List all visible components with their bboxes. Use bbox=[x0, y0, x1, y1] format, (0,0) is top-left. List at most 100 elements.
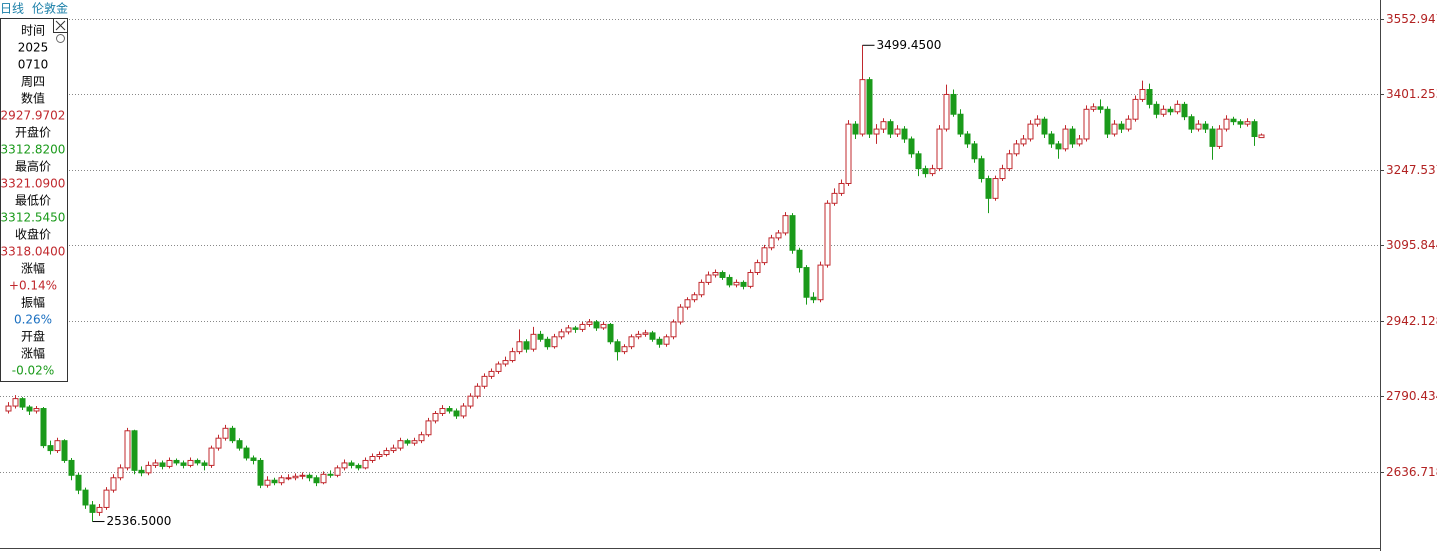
y-tick-label: 2790.434 bbox=[1386, 389, 1437, 403]
candle-body bbox=[152, 462, 159, 466]
candle-body bbox=[299, 474, 306, 477]
candle-body bbox=[649, 332, 656, 340]
candle-body bbox=[453, 410, 460, 417]
y-tick-label: 3401.253 bbox=[1386, 87, 1437, 101]
candle-body bbox=[880, 121, 887, 130]
candle-body bbox=[110, 477, 117, 491]
info-text: 2025 bbox=[18, 41, 49, 55]
info-text: 涨幅 bbox=[21, 346, 45, 361]
candle-body bbox=[985, 178, 992, 199]
y-tick-label: 3095.844 bbox=[1386, 238, 1437, 252]
candle-body bbox=[47, 445, 54, 452]
candle-body bbox=[544, 338, 551, 348]
candle-body bbox=[1216, 128, 1223, 147]
candle-body bbox=[537, 333, 544, 340]
candle-body bbox=[208, 447, 215, 466]
candle-body bbox=[593, 321, 600, 329]
candle-body bbox=[1055, 143, 1062, 150]
candle-body bbox=[705, 274, 712, 283]
candle-body bbox=[222, 427, 229, 439]
candle-body bbox=[1027, 123, 1034, 140]
candle-body bbox=[684, 299, 691, 308]
candle-body bbox=[376, 454, 383, 458]
candle-body bbox=[957, 113, 964, 135]
candle-body bbox=[621, 346, 628, 353]
candle-body bbox=[439, 408, 446, 414]
candle-body bbox=[747, 272, 754, 287]
candle-body bbox=[971, 143, 978, 160]
candle-body bbox=[1160, 108, 1167, 115]
candle-body bbox=[642, 332, 649, 335]
candle-body bbox=[82, 489, 89, 506]
candle-body bbox=[327, 473, 334, 476]
candle-body bbox=[782, 215, 789, 234]
candle-body bbox=[1132, 98, 1139, 120]
candle-body bbox=[306, 474, 313, 479]
candle-body bbox=[474, 385, 481, 397]
candle-body bbox=[1125, 118, 1132, 130]
candle-body bbox=[1209, 128, 1216, 147]
candle-body bbox=[1076, 138, 1083, 145]
info-text: 数值 bbox=[21, 91, 45, 106]
candle-body bbox=[1111, 123, 1118, 135]
y-tick-label: 3247.537 bbox=[1386, 163, 1437, 177]
candle-body bbox=[173, 459, 180, 464]
candle-body bbox=[1118, 123, 1125, 130]
candle-body bbox=[334, 467, 341, 476]
candle-body bbox=[852, 123, 859, 135]
candle-body bbox=[124, 430, 131, 469]
candle-body bbox=[1139, 89, 1146, 100]
candle-body bbox=[446, 408, 453, 412]
y-tick-label: 3552.947 bbox=[1386, 12, 1437, 26]
candle-body bbox=[264, 479, 271, 486]
candle-body bbox=[698, 281, 705, 296]
candle-body bbox=[180, 462, 187, 466]
candle-body bbox=[1013, 143, 1020, 155]
candle-body bbox=[1202, 123, 1209, 130]
info-panel bbox=[0, 18, 68, 382]
candle-body bbox=[1174, 103, 1181, 113]
info-text: 时间 bbox=[21, 24, 45, 38]
candle-body bbox=[229, 427, 236, 442]
candle-body bbox=[1048, 133, 1055, 145]
candle-body bbox=[467, 395, 474, 407]
info-text: 收盘价 bbox=[15, 227, 51, 242]
candle-body bbox=[789, 215, 796, 251]
candle-body bbox=[803, 267, 810, 298]
candle-body bbox=[1251, 121, 1258, 138]
candle-body bbox=[404, 440, 411, 444]
candle-body bbox=[733, 281, 740, 286]
symbol-label: 伦敦金 bbox=[32, 1, 68, 16]
candle-body bbox=[908, 138, 915, 155]
candle-body bbox=[411, 440, 418, 444]
candle-body bbox=[810, 296, 817, 301]
candle-body bbox=[565, 327, 572, 333]
candle-body bbox=[1244, 121, 1251, 125]
period-label: 日线 bbox=[0, 2, 24, 16]
candle-body bbox=[243, 447, 250, 459]
plot: 2636.718 2790.434 2942.128 3095.844 3247.537… bbox=[0, 12, 1437, 528]
candle-body bbox=[740, 281, 747, 287]
candle-body bbox=[901, 128, 908, 140]
candle-body bbox=[992, 178, 999, 199]
candle-body bbox=[761, 247, 768, 264]
candle-body bbox=[425, 420, 432, 436]
candle-body bbox=[691, 294, 698, 301]
candle-body bbox=[607, 323, 614, 343]
info-text: 涨幅 bbox=[21, 261, 45, 276]
candle-body bbox=[250, 457, 257, 461]
candle-body bbox=[320, 473, 327, 484]
candle-body bbox=[369, 456, 376, 461]
candle-body bbox=[19, 398, 26, 408]
candle-body bbox=[677, 306, 684, 323]
candle-body bbox=[1069, 128, 1076, 145]
candle-body bbox=[579, 323, 586, 330]
settings-icon[interactable] bbox=[56, 34, 65, 43]
candle-body bbox=[1230, 118, 1237, 123]
candle-body bbox=[712, 272, 719, 276]
candle-body bbox=[817, 264, 824, 301]
candle-body bbox=[831, 192, 838, 204]
candle-body bbox=[201, 462, 208, 466]
